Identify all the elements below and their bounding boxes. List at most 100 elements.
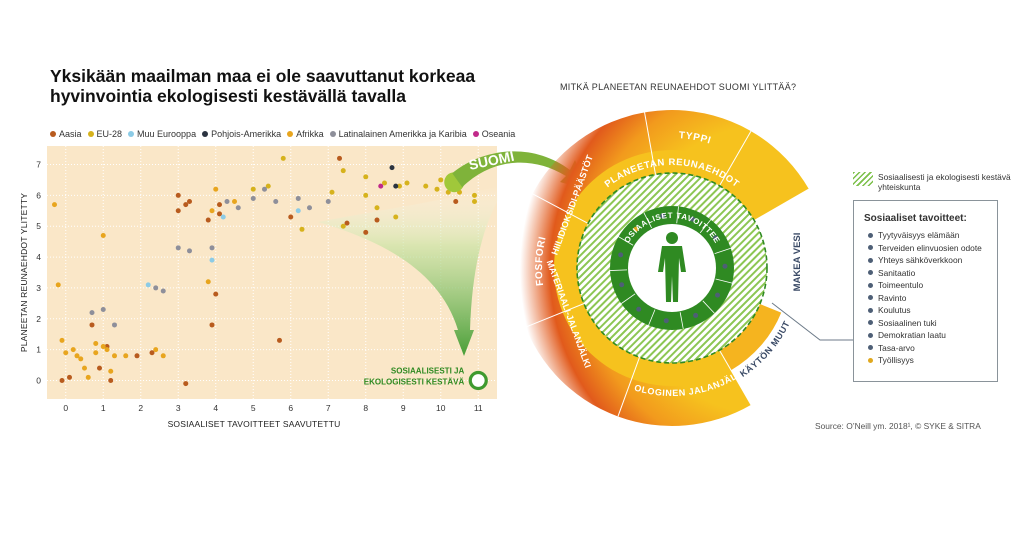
legend-label: Aasia xyxy=(59,129,82,139)
data-point xyxy=(453,199,459,205)
human-figure-icon xyxy=(658,232,686,302)
data-point xyxy=(340,223,346,229)
data-point xyxy=(220,214,226,220)
x-tick-label: 6 xyxy=(288,403,293,413)
y-tick-label: 4 xyxy=(36,252,41,262)
data-point xyxy=(153,285,159,291)
x-axis-label: SOSIAALISET TAVOITTEET SAAVUTETTU xyxy=(168,419,341,429)
legend-item: EU-28 xyxy=(87,129,122,139)
data-point xyxy=(337,155,342,161)
data-point xyxy=(374,217,380,223)
data-point xyxy=(404,180,410,186)
data-point xyxy=(273,199,279,205)
key-label: Sosiaalinen tuki xyxy=(878,317,937,328)
data-point xyxy=(250,186,256,192)
legend-marker xyxy=(50,131,56,137)
social-divider xyxy=(676,206,679,224)
social-goal-dot xyxy=(722,263,728,269)
data-point xyxy=(175,208,181,214)
data-point xyxy=(63,350,69,356)
data-point xyxy=(205,217,211,223)
key-label: Tasa-arvo xyxy=(878,342,915,353)
title-line-1: Yksikään maailman maa ei ole saavuttanut… xyxy=(50,66,476,86)
legend-label: Pohjois-Amerikka xyxy=(211,129,282,139)
data-point xyxy=(59,337,65,343)
key-item: Tyytyväisyys elämään xyxy=(868,229,997,242)
key-item: Ravinto xyxy=(868,292,997,305)
legend-marker xyxy=(128,131,135,137)
data-point xyxy=(183,202,189,208)
data-point xyxy=(183,381,189,387)
data-point xyxy=(445,189,451,195)
key-list: Tyytyväisyys elämään Terveiden elinvuosie… xyxy=(854,229,997,367)
data-point xyxy=(393,214,399,220)
x-tick-label: 10 xyxy=(436,403,446,413)
data-point xyxy=(70,347,76,353)
social-divider xyxy=(618,236,634,246)
data-point xyxy=(209,208,215,214)
social-goals-key: Sosiaaliset tavoitteet: Tyytyväisyys elä… xyxy=(853,200,998,382)
data-point xyxy=(85,374,91,380)
x-tick-label: 3 xyxy=(176,403,181,413)
key-label: Toimeentulo xyxy=(878,280,924,291)
legend-marker xyxy=(202,131,209,137)
data-point xyxy=(134,353,140,359)
chart-title: Yksikään maailman maa ei ole saavuttanut… xyxy=(50,66,520,106)
key-marker xyxy=(868,245,873,251)
key-label: Työllisyys xyxy=(878,355,914,366)
data-point xyxy=(329,189,335,195)
key-connector xyxy=(771,302,853,341)
label-makea-vesi: MAKEA VESI xyxy=(792,233,803,292)
target-label-line-1: SOSIAALISESTI JA xyxy=(391,366,465,375)
y-tick-label: 1 xyxy=(36,345,41,355)
key-label: Ravinto xyxy=(878,292,907,303)
data-point xyxy=(209,322,215,328)
data-point xyxy=(145,282,151,288)
social-goal-dot xyxy=(619,282,625,288)
social-goal-dot xyxy=(618,252,624,258)
social-goal-dot xyxy=(689,216,695,222)
target-marker xyxy=(468,370,488,391)
legend-label: Afrikka xyxy=(296,129,324,139)
data-point xyxy=(74,353,80,359)
data-point xyxy=(160,288,166,294)
key-label: Yhteys sähköverkkoon xyxy=(878,255,963,266)
legend-item: Latinalainen Amerikka ja Karibia xyxy=(329,129,467,139)
data-point xyxy=(108,368,114,374)
legend-label: Latinalainen Amerikka ja Karibia xyxy=(338,129,467,139)
data-point xyxy=(78,356,84,362)
social-divider xyxy=(648,309,656,326)
data-point xyxy=(277,337,282,343)
data-point xyxy=(89,310,95,316)
social-goal-dot xyxy=(636,306,642,312)
data-point xyxy=(299,226,305,232)
social-goal-dot xyxy=(713,235,719,241)
data-point xyxy=(262,186,267,192)
y-axis-label: PLANEETAN REUNAEHDOT YLITETTY xyxy=(19,193,29,352)
data-point xyxy=(288,214,294,220)
x-tick-label: 8 xyxy=(363,403,368,413)
data-point xyxy=(382,180,387,186)
data-point xyxy=(213,291,219,297)
x-tick-label: 4 xyxy=(213,403,218,413)
data-point xyxy=(153,347,159,353)
social-divider xyxy=(679,312,684,330)
data-point xyxy=(55,282,61,288)
data-point xyxy=(295,208,301,214)
social-goal-dot xyxy=(693,312,699,318)
legend-marker xyxy=(287,131,294,137)
legend: Aasia EU-28 Muu Eurooppa Pohjois-Amerikka Af… xyxy=(50,129,515,139)
data-point xyxy=(205,279,211,285)
legend-item: Aasia xyxy=(50,129,82,139)
data-point xyxy=(97,365,102,371)
legend-label: Muu Eurooppa xyxy=(137,129,197,139)
data-point xyxy=(472,199,477,205)
hatch-key: Sosiaalisesti ja ekologisesti kestävä yh… xyxy=(853,172,1013,192)
legend-item: Pohjois-Amerikka xyxy=(202,129,281,139)
x-tick-label: 0 xyxy=(63,403,68,413)
hatch-key-label: Sosiaalisesti ja ekologisesti kestävä yh… xyxy=(878,172,1011,192)
data-point xyxy=(363,229,369,235)
data-point xyxy=(374,205,380,211)
social-divider xyxy=(643,212,652,229)
